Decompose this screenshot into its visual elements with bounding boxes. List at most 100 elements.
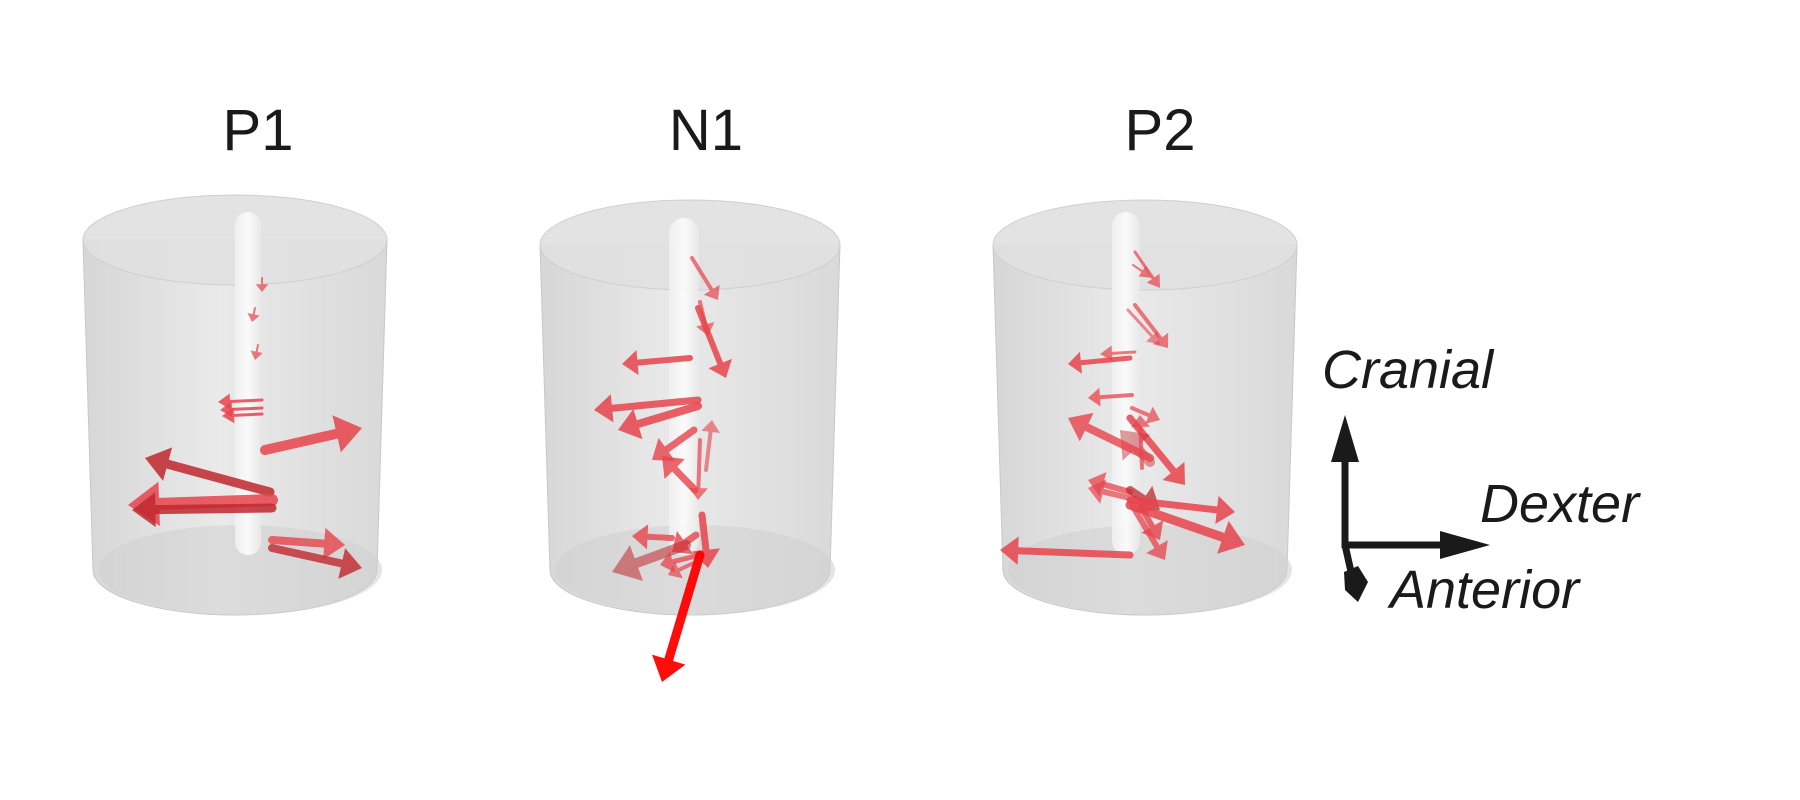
anterior-axis-arrowhead xyxy=(1344,566,1368,602)
arrow-head xyxy=(1146,540,1168,560)
arrow-shaft xyxy=(698,511,710,554)
arrow-shaft xyxy=(671,465,699,494)
vector-arrow xyxy=(652,426,698,461)
arrow-head xyxy=(332,415,362,453)
vector-arrow xyxy=(268,527,345,560)
arrow-shaft xyxy=(1129,502,1160,550)
arrow-shaft xyxy=(1097,393,1134,400)
arrow-head xyxy=(708,358,732,378)
arrow-head xyxy=(594,394,614,423)
arrow-head xyxy=(652,654,686,682)
arrow-shaft xyxy=(631,540,691,569)
cylinder-bottom xyxy=(98,525,382,615)
vector-arrow xyxy=(132,492,277,528)
dexter-axis-arrowhead xyxy=(1440,531,1490,559)
arrow-head xyxy=(132,492,156,528)
arrow-shaft xyxy=(1138,424,1144,470)
arrow-shaft xyxy=(664,550,705,665)
arrow-head xyxy=(323,527,345,560)
arrow-shaft xyxy=(260,428,342,455)
arrow-head xyxy=(632,524,649,550)
arrow-shaft xyxy=(698,300,708,327)
arrow-head xyxy=(1100,345,1113,362)
arrow-head xyxy=(660,551,676,573)
arrow-head xyxy=(222,407,235,424)
arrow-shaft xyxy=(1078,355,1133,366)
arrow-shaft xyxy=(1132,264,1144,273)
arrow-head xyxy=(1000,536,1019,565)
vector-arrow xyxy=(622,350,693,376)
arrow-head xyxy=(1138,266,1152,278)
cylinder-rod xyxy=(235,212,261,555)
vector-arrow xyxy=(1100,345,1137,362)
vector-arrow xyxy=(260,415,362,455)
arrow-shaft xyxy=(696,438,702,491)
arrow-head xyxy=(1131,415,1150,428)
arrow-head xyxy=(1215,495,1235,525)
vector-arrow xyxy=(1068,351,1133,374)
arrow-shaft xyxy=(1126,486,1148,503)
arrow-head xyxy=(1141,520,1164,540)
vector-arrow xyxy=(247,307,260,322)
vector-arrow xyxy=(594,394,702,423)
cylinder-rod xyxy=(669,218,699,555)
arrow-head xyxy=(145,447,173,481)
arrow-shaft xyxy=(644,533,675,541)
vector-arrow xyxy=(1132,264,1152,278)
arrow-shaft xyxy=(633,402,702,429)
arrow-shaft xyxy=(150,503,277,515)
arrow-shaft xyxy=(704,429,713,472)
arrow-shaft xyxy=(1130,406,1151,418)
arrow-head xyxy=(662,456,685,479)
cylinder-rod xyxy=(1112,212,1140,555)
arrow-head xyxy=(250,350,263,360)
panel-title-n1: N1 xyxy=(669,98,743,163)
arrows-panel-p2 xyxy=(1000,250,1245,565)
arrow-shaft xyxy=(1126,496,1221,514)
arrow-shaft xyxy=(232,412,264,417)
vector-arrow xyxy=(696,300,715,336)
arrow-shaft xyxy=(153,494,278,510)
arrow-head xyxy=(612,545,643,581)
vector-arrow xyxy=(255,277,269,292)
arrow-shaft xyxy=(690,256,714,292)
vector-arrow xyxy=(1126,495,1235,525)
arrow-head xyxy=(1068,412,1094,442)
arrow-shaft xyxy=(268,536,329,548)
cylinders xyxy=(82,194,1298,616)
arrow-shaft xyxy=(1133,250,1155,280)
vector-arrow xyxy=(662,456,699,494)
arrow-head xyxy=(1068,351,1082,374)
arrows-panel-p1 xyxy=(128,277,362,579)
vector-arrow xyxy=(222,407,264,424)
arrow-head xyxy=(668,561,683,579)
vector-arrow xyxy=(618,402,702,440)
vector-arrow xyxy=(1130,406,1160,424)
orientation-axes: Cranial Dexter Anterior xyxy=(1322,340,1641,620)
arrow-head xyxy=(618,408,643,440)
arrow-head xyxy=(652,437,676,461)
cranial-axis-arrowhead xyxy=(1331,415,1359,462)
vector-arrow xyxy=(690,256,720,300)
arrow-head xyxy=(255,284,269,292)
vector-arrow xyxy=(1126,308,1160,345)
vector-arrow xyxy=(145,447,275,497)
arrow-shaft xyxy=(230,406,264,411)
arrow-shaft xyxy=(255,344,259,353)
arrow-shaft xyxy=(163,459,275,497)
vector-arrow xyxy=(268,544,362,579)
vector-arrow xyxy=(1129,502,1168,560)
arrow-shaft xyxy=(634,355,693,366)
arrow-shaft xyxy=(1110,350,1137,355)
arrow-head xyxy=(1145,406,1160,424)
arrows-panel-n1 xyxy=(594,256,732,682)
arrow-head xyxy=(622,350,639,376)
arrow-head xyxy=(1088,387,1101,407)
arrow-head xyxy=(247,313,260,322)
arrow-head xyxy=(338,548,362,579)
arrow-shaft xyxy=(228,398,264,403)
vector-arrow xyxy=(1088,387,1134,407)
vector-arrow xyxy=(632,524,675,550)
arrow-shaft xyxy=(1126,308,1154,338)
